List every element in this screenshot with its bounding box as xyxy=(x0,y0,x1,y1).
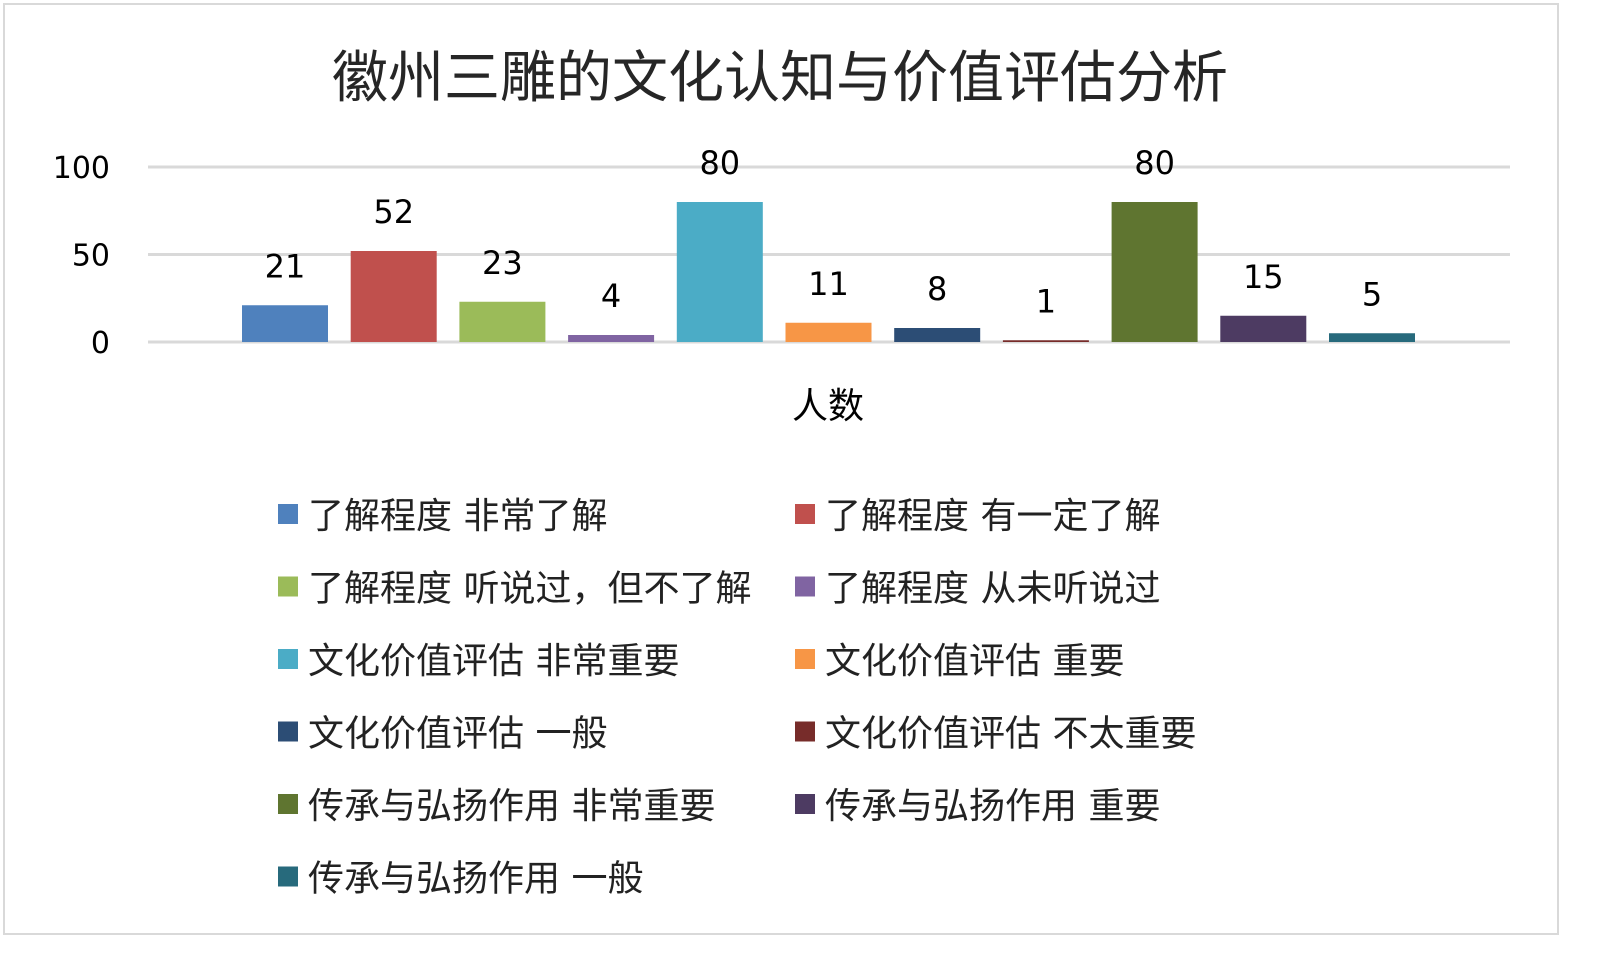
legend-label: 了解程度 有一定了解 xyxy=(825,496,1160,537)
y-tick-label: 50 xyxy=(72,239,110,274)
bar xyxy=(1329,333,1415,342)
data-label: 11 xyxy=(808,265,849,303)
legend-label: 传承与弘扬作用 非常重要 xyxy=(308,786,715,827)
data-label: 80 xyxy=(1134,144,1175,182)
data-label: 52 xyxy=(373,193,414,231)
bar xyxy=(1220,315,1307,342)
legend-item: 文化价值评估 重要 xyxy=(795,641,1124,682)
legend-swatch xyxy=(278,794,298,814)
data-label: 1 xyxy=(1036,282,1056,320)
bar xyxy=(242,305,328,342)
legend-label: 传承与弘扬作用 重要 xyxy=(825,786,1160,827)
data-label: 5 xyxy=(1362,275,1382,313)
data-labels: 21 52 23 4 80 11 8 1 80 15 5 xyxy=(265,144,1383,320)
legend-item: 传承与弘扬作用 非常重要 xyxy=(278,786,715,827)
legend-swatch xyxy=(278,721,298,742)
bar xyxy=(1002,340,1089,342)
legend-item: 了解程度 有一定了解 xyxy=(795,496,1160,537)
data-label: 21 xyxy=(265,247,306,285)
legend-swatch xyxy=(278,866,298,887)
legend-item: 了解程度 听说过，但不了解 xyxy=(278,569,751,610)
x-axis-label: 人数 xyxy=(792,386,864,427)
legend-swatch xyxy=(795,576,815,597)
data-label: 23 xyxy=(482,244,523,282)
bar xyxy=(1111,202,1198,342)
data-label: 8 xyxy=(927,270,947,308)
bar xyxy=(785,322,872,342)
legend-swatch xyxy=(795,794,815,814)
legend-item: 了解程度 非常了解 xyxy=(278,496,607,537)
legend-label: 了解程度 听说过，但不了解 xyxy=(308,569,751,610)
y-axis-ticks: 0 50 100 xyxy=(53,151,110,361)
legend-item: 传承与弘扬作用 重要 xyxy=(795,786,1160,827)
y-tick-label: 0 xyxy=(91,326,110,361)
legend-label: 传承与弘扬作用 一般 xyxy=(308,859,643,900)
bars xyxy=(242,202,1415,342)
legend-swatch xyxy=(795,504,815,524)
legend-item: 文化价值评估 一般 xyxy=(278,714,607,755)
legend-label: 文化价值评估 一般 xyxy=(308,714,607,755)
y-tick-label: 100 xyxy=(53,151,110,186)
data-label: 4 xyxy=(601,277,621,315)
bar xyxy=(568,335,655,342)
legend-item: 传承与弘扬作用 一般 xyxy=(278,859,643,900)
legend-swatch xyxy=(795,721,815,742)
legend-label: 文化价值评估 非常重要 xyxy=(308,641,679,682)
legend-label: 了解程度 从未听说过 xyxy=(825,569,1160,610)
bar xyxy=(350,251,437,342)
chart-frame xyxy=(3,3,1559,935)
legend-label: 文化价值评估 不太重要 xyxy=(825,714,1196,755)
data-label: 80 xyxy=(699,144,740,182)
chart-title: 徽州三雕的文化认知与价值评估分析 xyxy=(332,46,1228,111)
legend-item: 文化价值评估 不太重要 xyxy=(795,714,1196,755)
bar xyxy=(894,328,981,342)
legend-swatch xyxy=(278,576,298,597)
bar xyxy=(676,202,763,342)
legend-item: 文化价值评估 非常重要 xyxy=(278,641,679,682)
bar xyxy=(459,301,546,342)
data-label: 15 xyxy=(1243,258,1284,296)
legend-label: 了解程度 非常了解 xyxy=(308,496,607,537)
legend-swatch xyxy=(278,649,298,669)
legend-swatch xyxy=(278,504,298,524)
legend-item: 了解程度 从未听说过 xyxy=(795,569,1160,610)
legend-label: 文化价值评估 重要 xyxy=(825,641,1124,682)
legend-swatch xyxy=(795,649,815,669)
